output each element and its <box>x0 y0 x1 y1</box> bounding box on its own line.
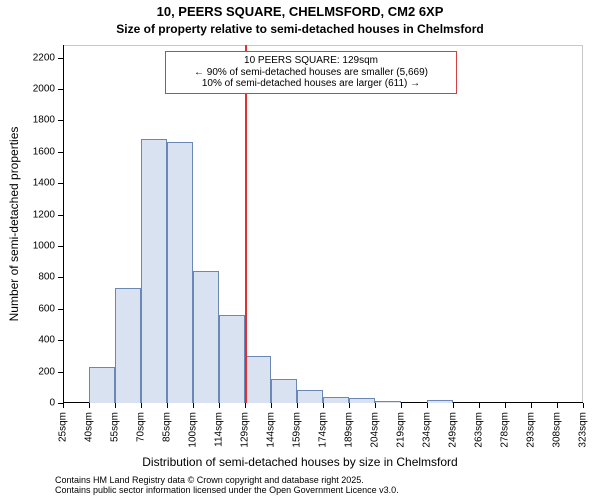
y-tick-mark <box>58 340 63 341</box>
x-tick-mark <box>63 403 64 408</box>
x-tick-mark <box>349 403 350 408</box>
x-axis-label: Distribution of semi-detached houses by … <box>0 455 600 469</box>
histogram-bar <box>297 390 323 403</box>
x-tick-mark <box>89 403 90 408</box>
attribution-line: Contains HM Land Registry data © Crown c… <box>55 475 590 485</box>
y-tick-mark <box>58 183 63 184</box>
x-tick-mark <box>271 403 272 408</box>
x-tick-mark <box>193 403 194 408</box>
y-tick-mark <box>58 215 63 216</box>
y-tick-label: 400 <box>15 335 55 346</box>
y-tick-mark <box>58 277 63 278</box>
y-tick-label: 200 <box>15 366 55 377</box>
x-tick-mark <box>505 403 506 408</box>
y-tick-label: 1800 <box>15 115 55 126</box>
annotation-line: 10 PEERS SQUARE: 129sqm <box>170 55 452 67</box>
x-tick-mark <box>141 403 142 408</box>
y-tick-label: 0 <box>15 398 55 409</box>
y-tick-label: 600 <box>15 303 55 314</box>
y-tick-mark <box>58 309 63 310</box>
x-tick-mark <box>401 403 402 408</box>
y-tick-mark <box>58 58 63 59</box>
y-axis-line <box>63 45 64 403</box>
y-tick-label: 2200 <box>15 52 55 63</box>
histogram-bar <box>375 401 401 403</box>
histogram-bar <box>427 400 453 403</box>
x-tick-mark <box>531 403 532 408</box>
annotation-line: 10% of semi-detached houses are larger (… <box>170 78 452 90</box>
y-tick-label: 800 <box>15 272 55 283</box>
histogram-bar <box>219 315 245 403</box>
property-size-histogram: 10, PEERS SQUARE, CHELMSFORD, CM2 6XP Si… <box>0 0 600 500</box>
y-tick-mark <box>58 120 63 121</box>
y-tick-label: 1000 <box>15 240 55 251</box>
y-tick-label: 2000 <box>15 83 55 94</box>
y-tick-mark <box>58 372 63 373</box>
histogram-bar <box>245 356 271 403</box>
annotation-line: ← 90% of semi-detached houses are smalle… <box>170 67 452 79</box>
x-tick-mark <box>219 403 220 408</box>
attribution-text: Contains HM Land Registry data © Crown c… <box>55 475 590 496</box>
plot-area: 10 PEERS SQUARE: 129sqm← 90% of semi-det… <box>63 45 583 403</box>
histogram-bar <box>141 139 167 403</box>
x-tick-mark <box>427 403 428 408</box>
x-tick-mark <box>453 403 454 408</box>
attribution-line: Contains public sector information licen… <box>55 485 590 495</box>
x-tick-mark <box>479 403 480 408</box>
x-tick-mark <box>245 403 246 408</box>
histogram-bar <box>89 367 115 403</box>
y-tick-label: 1200 <box>15 209 55 220</box>
histogram-bar <box>193 271 219 403</box>
y-tick-mark <box>58 246 63 247</box>
y-tick-label: 1600 <box>15 146 55 157</box>
x-tick-mark <box>115 403 116 408</box>
marker-line <box>245 45 247 403</box>
chart-title: 10, PEERS SQUARE, CHELMSFORD, CM2 6XP <box>0 4 600 19</box>
x-tick-mark <box>375 403 376 408</box>
chart-subtitle: Size of property relative to semi-detach… <box>0 22 600 36</box>
annotation-box: 10 PEERS SQUARE: 129sqm← 90% of semi-det… <box>165 51 457 94</box>
histogram-bar <box>167 142 193 403</box>
histogram-bar <box>271 379 297 403</box>
x-tick-mark <box>297 403 298 408</box>
histogram-bar <box>323 397 349 403</box>
x-tick-mark <box>323 403 324 408</box>
y-tick-label: 1400 <box>15 178 55 189</box>
histogram-bar <box>115 288 141 403</box>
histogram-bar <box>349 398 375 403</box>
x-tick-mark <box>167 403 168 408</box>
x-tick-mark <box>583 403 584 408</box>
x-tick-mark <box>557 403 558 408</box>
y-tick-mark <box>58 89 63 90</box>
y-tick-mark <box>58 152 63 153</box>
